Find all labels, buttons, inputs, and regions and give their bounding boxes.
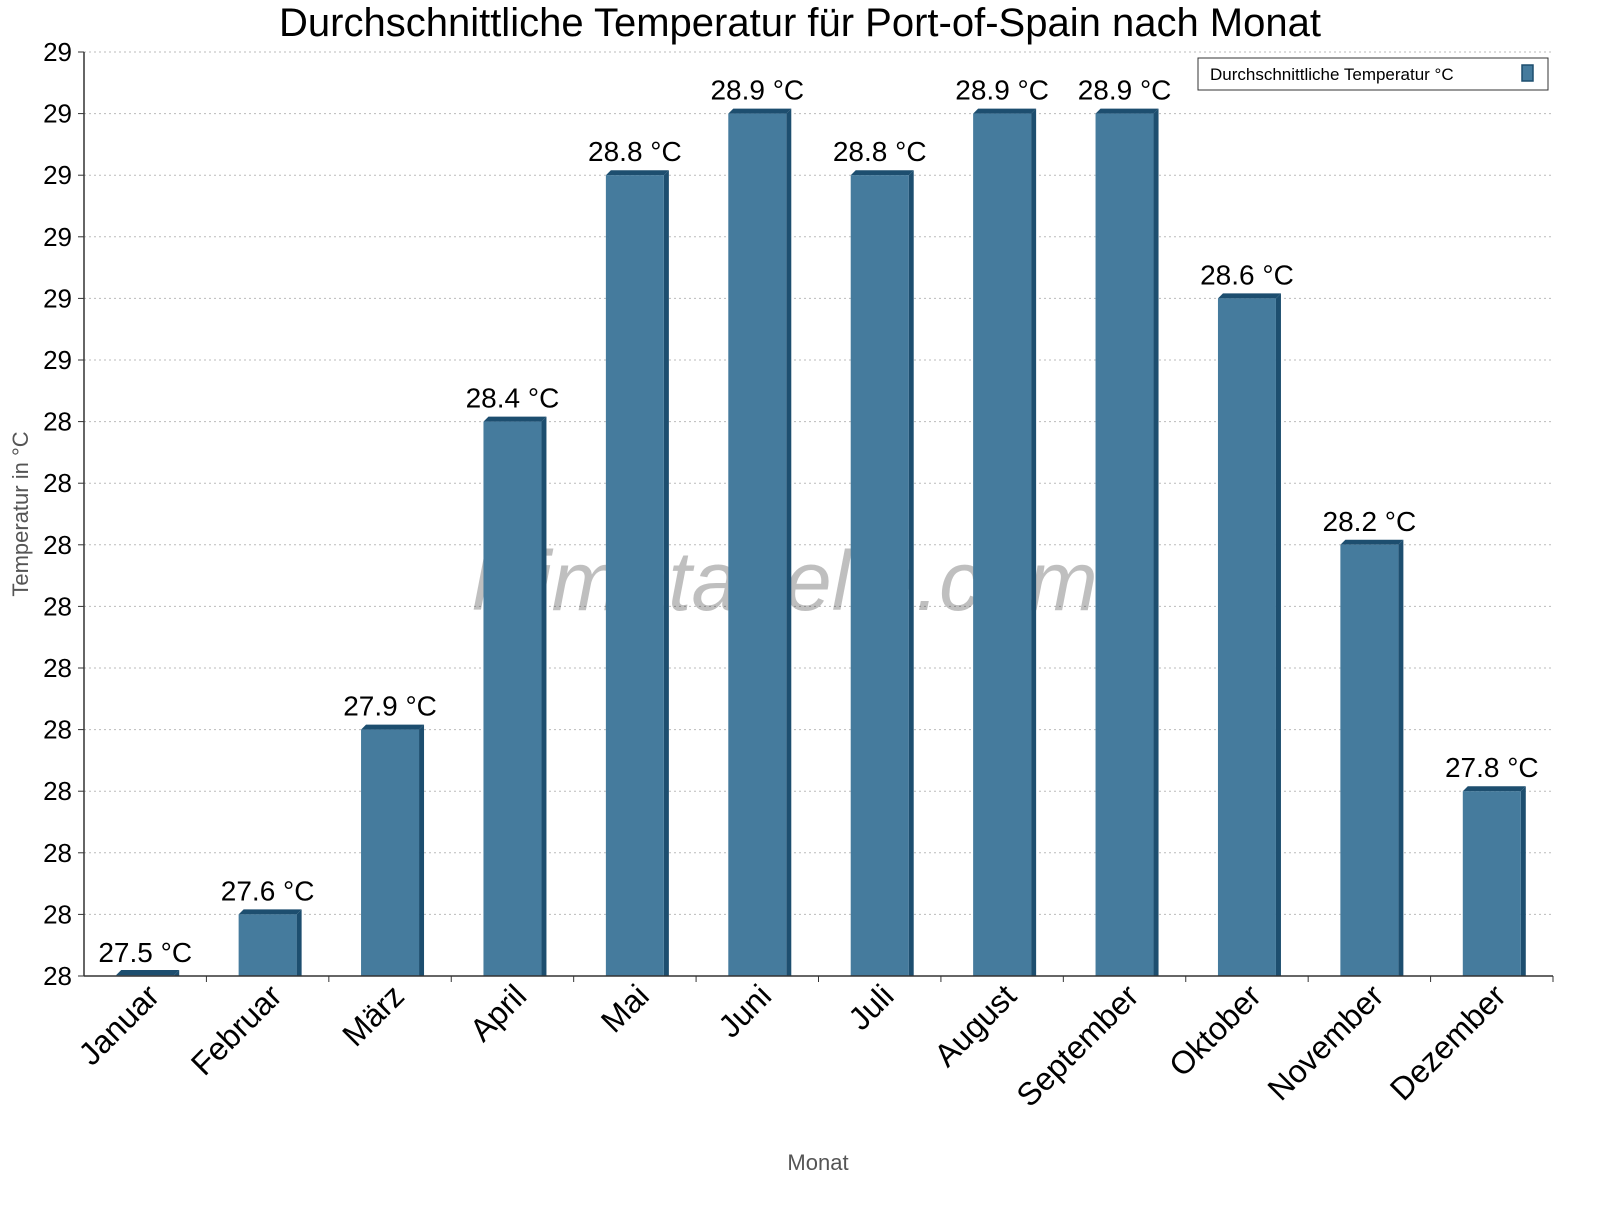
data-label: 27.6 °C bbox=[221, 875, 315, 906]
x-tick-label: April bbox=[463, 977, 534, 1048]
bar bbox=[728, 113, 787, 977]
x-tick-label: September bbox=[1009, 977, 1145, 1113]
x-tick-label: Februar bbox=[184, 977, 289, 1082]
bar-side bbox=[1520, 786, 1526, 976]
x-tick-label: Juli bbox=[841, 977, 900, 1036]
bar-top bbox=[850, 170, 914, 176]
y-tick-label: 29 bbox=[43, 99, 72, 129]
bar-side bbox=[419, 724, 425, 976]
x-tick-label: November bbox=[1260, 977, 1390, 1107]
y-tick-label: 29 bbox=[43, 37, 72, 67]
bar bbox=[605, 175, 664, 976]
bar bbox=[238, 914, 297, 976]
bar-side bbox=[1153, 108, 1159, 977]
legend[interactable]: Durchschnittliche Temperatur °C bbox=[1197, 57, 1549, 91]
y-tick-label: 28 bbox=[43, 715, 72, 745]
y-tick-label: 29 bbox=[43, 160, 72, 190]
bar-side bbox=[786, 108, 792, 977]
bar bbox=[1462, 791, 1521, 976]
bar-top bbox=[728, 108, 792, 114]
bar-top bbox=[1340, 539, 1404, 545]
data-label: 28.4 °C bbox=[466, 383, 560, 414]
bar-top bbox=[1462, 786, 1526, 792]
data-label: 28.2 °C bbox=[1323, 506, 1417, 537]
x-tick-label: Dezember bbox=[1383, 977, 1513, 1107]
bar bbox=[1095, 113, 1154, 977]
legend-swatch bbox=[1521, 64, 1534, 82]
bar-side bbox=[1275, 293, 1281, 976]
y-tick-label: 28 bbox=[43, 899, 72, 929]
bar bbox=[1340, 544, 1399, 976]
data-label: 28.9 °C bbox=[710, 75, 804, 106]
x-tick-label: März bbox=[335, 977, 411, 1053]
y-tick-label: 28 bbox=[43, 591, 72, 621]
bar-top bbox=[1217, 293, 1281, 299]
bar-top bbox=[483, 416, 547, 422]
data-label: 27.5 °C bbox=[98, 937, 192, 968]
bar bbox=[361, 729, 420, 976]
data-label: 27.9 °C bbox=[343, 691, 437, 722]
y-axis: 28 28 28 28 28 28 28 28 28 28 29 29 29 29 29 29 bbox=[43, 37, 84, 991]
y-tick-label: 29 bbox=[43, 283, 72, 313]
y-tick-label: 29 bbox=[43, 222, 72, 252]
bar-side bbox=[1398, 539, 1404, 976]
bar bbox=[850, 175, 909, 976]
data-label: 28.8 °C bbox=[588, 136, 682, 167]
chart-title: Durchschnittliche Temperatur für Port-of… bbox=[279, 1, 1321, 45]
y-tick-label: 28 bbox=[43, 468, 72, 498]
x-tick-label: August bbox=[927, 977, 1023, 1073]
y-tick-label: 28 bbox=[43, 653, 72, 683]
bar-side bbox=[174, 970, 180, 976]
data-label: 27.8 °C bbox=[1445, 752, 1539, 783]
bar-top bbox=[116, 970, 180, 975]
data-label: 28.8 °C bbox=[833, 136, 927, 167]
bar-top bbox=[973, 108, 1037, 114]
y-tick-label: 28 bbox=[43, 838, 72, 868]
bar-top bbox=[238, 909, 302, 915]
x-axis-label: Monat bbox=[787, 1150, 848, 1175]
y-tick-label: 29 bbox=[43, 345, 72, 375]
data-label: 28.9 °C bbox=[955, 75, 1049, 106]
bars: 27.5 °C 27.6 °C 27.9 °C 28.4 °C 28.8 °C 28.9 … bbox=[98, 75, 1539, 977]
x-tick-label: Mai bbox=[594, 977, 656, 1039]
legend-box bbox=[1197, 57, 1549, 91]
bar-top bbox=[361, 724, 425, 730]
y-tick-label: 28 bbox=[43, 776, 72, 806]
y-tick-label: 28 bbox=[43, 530, 72, 560]
y-axis-label: Temperatur in °C bbox=[8, 431, 33, 596]
y-tick-label: 28 bbox=[43, 961, 72, 991]
legend-label: Durchschnittliche Temperatur °C bbox=[1210, 65, 1454, 84]
bar bbox=[483, 421, 542, 977]
data-label: 28.9 °C bbox=[1078, 75, 1172, 106]
bar-side bbox=[296, 909, 302, 976]
bar bbox=[973, 113, 1032, 977]
bar-side bbox=[908, 170, 914, 976]
bar-top bbox=[1095, 108, 1159, 114]
x-tick-label: Januar bbox=[72, 977, 167, 1072]
x-tick-label: Juni bbox=[711, 977, 778, 1044]
x-tick-label: Oktober bbox=[1162, 977, 1268, 1083]
bar-side bbox=[541, 416, 547, 977]
bar-side bbox=[663, 170, 669, 976]
bar bbox=[1217, 298, 1276, 976]
y-tick-label: 28 bbox=[43, 407, 72, 437]
data-label: 28.6 °C bbox=[1200, 259, 1294, 290]
x-axis: Januar Februar März April Mai Juni Juli AugustS… bbox=[72, 976, 1554, 1114]
bar-top bbox=[605, 170, 669, 176]
bar-side bbox=[1031, 108, 1037, 977]
